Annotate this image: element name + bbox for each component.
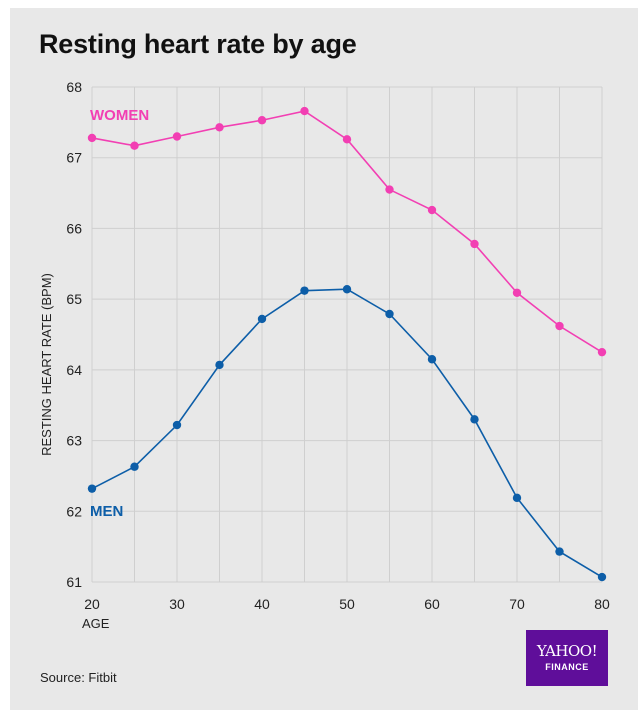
series-label-women: WOMEN bbox=[90, 107, 149, 124]
data-point-women bbox=[597, 347, 607, 357]
x-tick-label: 80 bbox=[594, 596, 610, 612]
x-tick-label: 20 bbox=[84, 596, 100, 612]
logo-line-2: FINANCE bbox=[545, 662, 589, 672]
data-point-men bbox=[427, 355, 437, 364]
source-note: Source: Fitbit bbox=[40, 670, 117, 685]
x-tick-label: 40 bbox=[254, 596, 270, 612]
data-point-women bbox=[130, 141, 139, 150]
y-tick-label: 62 bbox=[66, 503, 82, 519]
y-tick-label: 67 bbox=[66, 150, 82, 166]
data-point-women bbox=[257, 116, 267, 125]
data-point-men bbox=[172, 420, 182, 430]
data-point-women bbox=[470, 239, 479, 249]
line-chart: 61 62 63 64 65 66 67 68 20 30 40 50 60 70 80 AGE RESTING… bbox=[39, 79, 610, 631]
y-tick-label: 64 bbox=[66, 362, 82, 378]
series-label-men: MEN bbox=[90, 503, 123, 520]
y-tick-label: 61 bbox=[66, 574, 82, 590]
data-point-men bbox=[130, 462, 139, 471]
y-tick-label: 68 bbox=[66, 79, 82, 95]
data-point-women bbox=[215, 123, 224, 132]
y-axis-label: RESTING HEART RATE (BPM) bbox=[39, 273, 54, 456]
data-point-men bbox=[555, 547, 564, 556]
data-point-men bbox=[470, 415, 479, 424]
yahoo-finance-logo: YAHOO! FINANCE bbox=[526, 630, 608, 686]
data-point-women bbox=[555, 321, 564, 331]
chart-card: Resting heart rate by age 61 62 63 64 65 66 67… bbox=[10, 8, 638, 710]
data-point-women bbox=[342, 135, 352, 144]
x-tick-label: 70 bbox=[509, 596, 525, 612]
x-axis-label: AGE bbox=[82, 616, 110, 631]
data-point-men bbox=[597, 572, 607, 582]
x-tick-label: 60 bbox=[424, 596, 440, 612]
data-point-women bbox=[427, 205, 437, 215]
data-point-women bbox=[512, 288, 522, 297]
data-point-men bbox=[512, 493, 522, 503]
x-tick-label: 30 bbox=[169, 596, 185, 612]
data-point-women bbox=[385, 185, 394, 194]
y-tick-label: 66 bbox=[66, 220, 82, 236]
data-point-women bbox=[300, 106, 309, 116]
data-point-men bbox=[385, 309, 394, 319]
y-tick-label: 63 bbox=[66, 433, 82, 449]
chart-title: Resting heart rate by age bbox=[39, 29, 357, 59]
y-tick-label: 65 bbox=[66, 291, 82, 307]
data-point-men bbox=[215, 360, 224, 370]
data-point-women bbox=[87, 133, 97, 143]
x-tick-label: 50 bbox=[339, 596, 355, 612]
data-point-men bbox=[87, 484, 97, 493]
data-point-women bbox=[172, 132, 182, 141]
data-point-men bbox=[342, 285, 352, 294]
data-point-men bbox=[257, 314, 267, 324]
data-point-men bbox=[300, 286, 309, 295]
logo-line-1: YAHOO! bbox=[536, 642, 598, 660]
